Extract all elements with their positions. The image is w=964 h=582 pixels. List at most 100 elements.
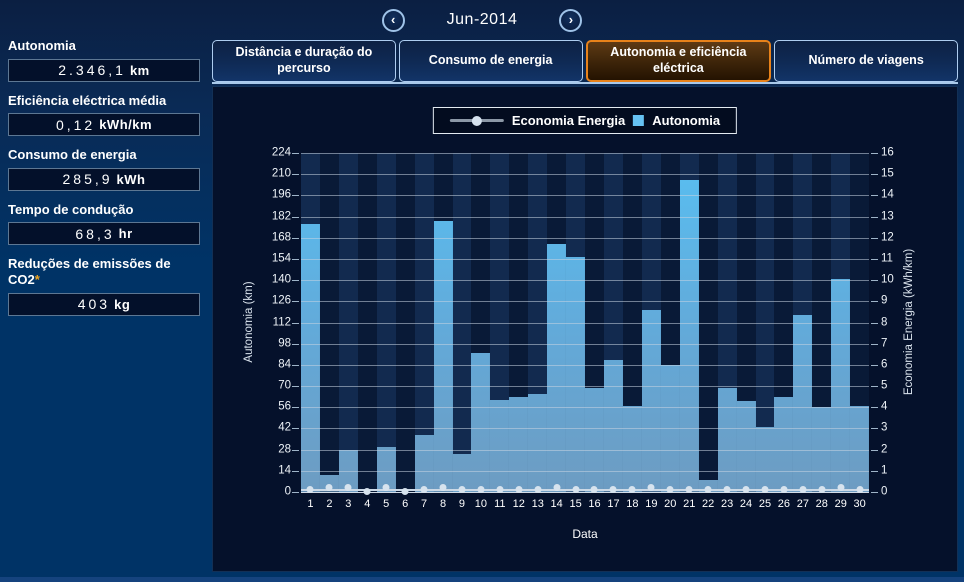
day-column [414,153,434,492]
x-tick-label: 16 [588,498,601,510]
right-axis-tick-label: 1 [881,464,888,477]
autonomia-bar-day-8[interactable] [433,221,453,492]
stat-value-box: 2.346,1 km [8,58,200,82]
tick-mark [292,195,299,197]
prev-month-button[interactable]: ‹ [381,8,405,32]
x-tick-label: 19 [645,498,658,510]
stat-unit: km [129,62,150,78]
day-column [433,153,453,492]
x-tick-label: 6 [402,498,409,510]
right-axis-tick-label: 8 [881,315,888,328]
autonomia-bar-day-20[interactable] [660,364,680,492]
day-column [793,153,813,492]
stat-co2: Reduções de emissões de CO2* 403 kg [0,256,210,316]
tab-strip: Distância e duração do percurso Consumo … [212,40,958,84]
tab-consumo-energia[interactable]: Consumo de energia [398,40,583,82]
left-axis-tick-label: 28 [278,442,291,455]
autonomia-bar-day-15[interactable] [566,257,586,492]
autonomia-bar-day-5[interactable] [376,446,396,492]
x-tick-label: 7 [421,498,428,510]
autonomia-bar-day-28[interactable] [812,407,832,492]
autonomia-bar-day-16[interactable] [585,387,604,492]
right-axis-tick-label: 6 [881,358,888,371]
day-column [319,153,339,492]
stat-autonomia: Autonomia 2.346,1 km [0,38,210,82]
autonomia-bar-day-22[interactable] [698,479,718,492]
left-axis-tick-label: 182 [271,209,291,222]
day-column [736,153,756,492]
day-column [717,153,737,492]
legend-item-economia[interactable]: Economia Energia [511,113,626,128]
tick-mark [871,428,878,430]
stat-label: Tempo de condução [8,201,134,217]
x-tick-label: 4 [364,498,371,510]
autonomia-bar-day-7[interactable] [414,434,434,492]
day-column [509,153,529,492]
tab-autonomia-eficiencia[interactable]: Autonomia e eficiência eléctrica [585,40,772,82]
autonomia-bar-day-23[interactable] [717,387,737,492]
day-column [585,153,604,492]
x-tick-label: 9 [458,498,466,510]
right-axis-tick-label: 16 [881,146,894,159]
tick-mark [292,322,299,324]
gridline [301,492,869,493]
tick-mark [871,195,878,197]
tab-distancia-duracao[interactable]: Distância e duração do percurso [212,40,396,82]
autonomia-bar-day-14[interactable] [547,243,567,492]
tick-mark [871,301,878,303]
tick-mark [292,258,299,260]
autonomia-bar-day-24[interactable] [736,401,756,492]
autonomia-bar-day-26[interactable] [774,396,794,492]
tick-mark [292,237,299,239]
autonomia-bar-day-2[interactable] [319,475,339,492]
autonomia-bar-day-3[interactable] [338,449,358,492]
tick-mark [871,216,878,218]
autonomia-bar-day-10[interactable] [471,352,491,492]
tick-mark [292,301,299,303]
right-axis-tick-label: 5 [881,379,888,392]
x-tick-label: 30 [853,498,866,510]
chart-panel: Economia Energia Autonomia Autonomia (km… [212,86,958,572]
bottom-accent-strip [0,577,964,582]
legend-item-autonomia[interactable]: Autonomia [652,113,721,128]
tick-mark [871,237,878,239]
x-tick-label: 27 [796,498,809,510]
x-tick-label: 21 [683,498,696,510]
stats-sidebar: Autonomia 2.346,1 km Eficiência eléctric… [0,38,210,327]
autonomia-bar-day-11[interactable] [490,399,510,492]
autonomia-bar-day-25[interactable] [755,426,775,492]
x-tick-label: 23 [720,498,734,510]
day-column [774,153,794,492]
tick-mark [292,470,299,472]
next-month-button[interactable]: › [559,8,583,32]
footnote-asterisk: * [34,271,40,287]
left-axis-tick-label: 196 [271,188,291,201]
tab-numero-viagens[interactable]: Número de viagens [774,40,958,82]
tick-mark [292,364,299,366]
x-tick-label: 25 [758,498,772,510]
plot-area: 224 16 210 15 196 14 182 13 168 12 154 11 140 10 126 9 1… [272,147,894,497]
autonomia-bar-day-12[interactable] [509,396,529,492]
day-column [831,153,851,492]
autonomia-bar-day-29[interactable] [831,278,851,492]
x-tick-label: 26 [777,498,791,510]
autonomia-bar-day-30[interactable] [850,405,870,492]
autonomia-bar-day-27[interactable] [793,314,813,492]
tick-mark [292,153,299,154]
x-tick-label: 11 [494,498,506,510]
autonomia-bar-day-21[interactable] [679,180,699,492]
day-column [604,153,623,492]
line-marker-dot-icon [471,115,482,126]
autonomia-bar-day-18[interactable] [622,405,642,492]
bar-series-swatch-icon [633,115,645,126]
autonomia-bar-day-19[interactable] [641,310,661,492]
stat-unit: kWh/km [99,117,153,133]
month-label: Jun-2014 [446,11,518,28]
autonomia-bar-day-17[interactable] [604,360,623,492]
autonomia-bar-day-13[interactable] [528,393,548,492]
day-column [357,153,377,492]
autonomia-bar-day-1[interactable] [301,224,320,492]
autonomia-bar-day-9[interactable] [452,454,472,492]
tick-mark [871,343,878,345]
